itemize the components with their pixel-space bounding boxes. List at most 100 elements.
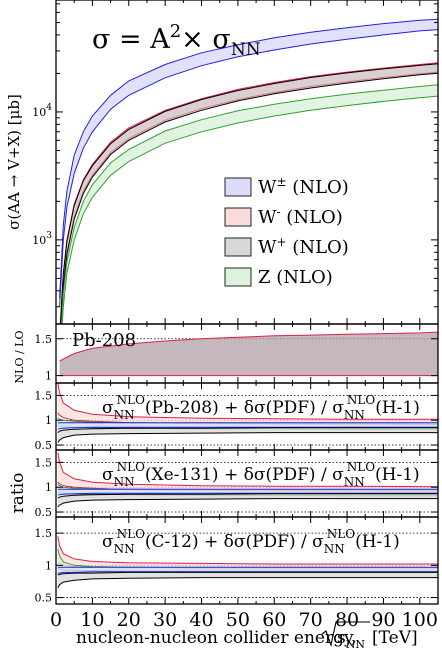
series-band-w-lower-line [57, 577, 438, 589]
legend-swatch [224, 237, 252, 257]
series-band-band [59, 332, 438, 376]
series-band-w [57, 422, 438, 430]
series-band-w-upper-line [57, 493, 438, 499]
label-superscript: NLO [327, 527, 355, 541]
x-tick-label: 80 [335, 609, 359, 631]
title-rest: × σ [181, 24, 231, 55]
label-end: (H-1) [375, 398, 420, 418]
panel-label: σNNNLO(C-12) + δσ(PDF) / σNNNLO(H-1) [102, 527, 400, 556]
series-band-w-upper-line [57, 571, 438, 576]
x-tick-label: 0 [50, 609, 62, 631]
xlabel-root: sNN [337, 628, 365, 651]
y-tick-label: 1.5 [35, 456, 53, 469]
label-sigma: σ [102, 398, 114, 418]
legend-swatch [224, 267, 252, 287]
y-tick-base: 10 [32, 234, 46, 247]
x-tick-label: 30 [153, 609, 177, 631]
y-tick-label: 1.5 [35, 389, 53, 402]
y-tick-label: 0.5 [35, 506, 53, 519]
label-subscript: NN [114, 542, 135, 556]
y-tick-label: 0.5 [35, 439, 53, 452]
y-tick-label: 0.5 [35, 592, 53, 605]
legend-label-rest: (NLO) [281, 207, 343, 228]
series-band-w-upper-line [57, 452, 438, 488]
series-band-band-upper-line [59, 331, 438, 362]
label-subscript: NN [344, 475, 365, 489]
series-band-z-nlo-upper-line [60, 84, 438, 324]
label-subscript: NN [324, 542, 345, 556]
label-sigma: σ [102, 532, 114, 552]
x-tick-label: 50 [226, 609, 250, 631]
series-band-w-nlo-upper-line [59, 63, 438, 324]
label-middle: + δσ(PDF) / σ [219, 465, 345, 485]
label-nucleus: (Pb-208) [145, 398, 219, 418]
y-tick-label: 1 [45, 559, 52, 572]
panel-label: Pb-208 [72, 330, 136, 351]
series-group [59, 18, 438, 324]
legend-swatch [224, 177, 252, 197]
y-axis-label: NLO / LO [13, 331, 26, 384]
label-superscript: NLO [117, 460, 145, 474]
label-middle: + δσ(PDF) / σ [219, 398, 345, 418]
label-end: (H-1) [355, 532, 400, 552]
chart-title: σ = A2× σNN [92, 21, 261, 60]
legend-swatch [224, 207, 252, 227]
y-tick-label: 1 [45, 414, 52, 427]
x-axis-label: nucleon-nucleon collider energy, [76, 628, 357, 648]
legend-label-base: W [258, 207, 277, 228]
x-tick-label: 100 [402, 609, 438, 631]
legend-label: Z (NLO) [258, 267, 333, 288]
legend-label-superscript: + [277, 235, 287, 249]
series-band-w-lower-line [57, 498, 438, 508]
label-subscript: NN [114, 475, 135, 489]
label-superscript: NLO [347, 460, 375, 474]
y-tick-label: 104 [32, 103, 52, 119]
legend-label-rest: (NLO) [287, 177, 349, 198]
series-band-w-nlo-upper-line [59, 18, 438, 299]
panel-label: σNNNLO(Pb-208) + δσ(PDF) / σNNNLO(H-1) [102, 393, 420, 422]
label-superscript: NLO [117, 527, 145, 541]
series-band-w-nlo [60, 63, 438, 324]
x-tick-label: 20 [117, 609, 141, 631]
xlabel-suffix: [TeV] [372, 628, 418, 648]
series-band-w [57, 572, 438, 588]
xlabel-root-base: s [337, 628, 346, 648]
label-sigma: σ [102, 465, 114, 485]
y-tick-label: 1.5 [35, 333, 53, 346]
panel-label: σNNNLO(Xe-131) + δσ(PDF) / σNNNLO(H-1) [102, 460, 420, 489]
legend-label-base: W [258, 237, 277, 258]
y-tick-label: 1 [45, 370, 52, 383]
label-subscript: NN [114, 408, 135, 422]
label-middle: + δσ(PDF) / σ [199, 532, 325, 552]
y-tick-label: 1 [45, 481, 52, 494]
x-tick-label: 70 [299, 609, 323, 631]
series-band-w-lower-line [57, 571, 438, 574]
xlabel-root-subscript: NN [346, 638, 366, 651]
sqrt-symbol [321, 621, 370, 647]
legend-label-base: W [258, 177, 277, 198]
label-nucleus: (C-12) [145, 532, 199, 552]
y-axis-label: σ(AA → V+X) [μb] [5, 94, 23, 230]
series-group [57, 536, 438, 589]
series-band-w-nlo-lower-line [60, 72, 438, 324]
xlabel-prefix: nucleon-nucleon collider energy, [76, 628, 357, 648]
legend-label: W- (NLO) [258, 205, 343, 228]
x-tick-label: 90 [371, 609, 395, 631]
series-band-w [57, 536, 438, 569]
series-band-w [57, 427, 438, 443]
legend-label: W± (NLO) [258, 175, 349, 198]
y-tick-exponent: 4 [46, 103, 52, 113]
ratio-axis-label: ratio [8, 473, 28, 514]
panel-frame [55, 516, 439, 605]
legend-label-superscript: ± [277, 175, 287, 189]
y-tick-label: 103 [32, 231, 52, 247]
y-tick-base: 10 [32, 106, 46, 119]
series-band-z-nlo [61, 84, 438, 324]
legend-label-superscript: - [277, 205, 281, 219]
title-subscript: NN [231, 40, 261, 60]
series-band-z-nlo-lower-line [61, 95, 438, 324]
x-tick-label: 60 [262, 609, 286, 631]
series-group [59, 331, 438, 377]
label-end: (H-1) [375, 465, 420, 485]
